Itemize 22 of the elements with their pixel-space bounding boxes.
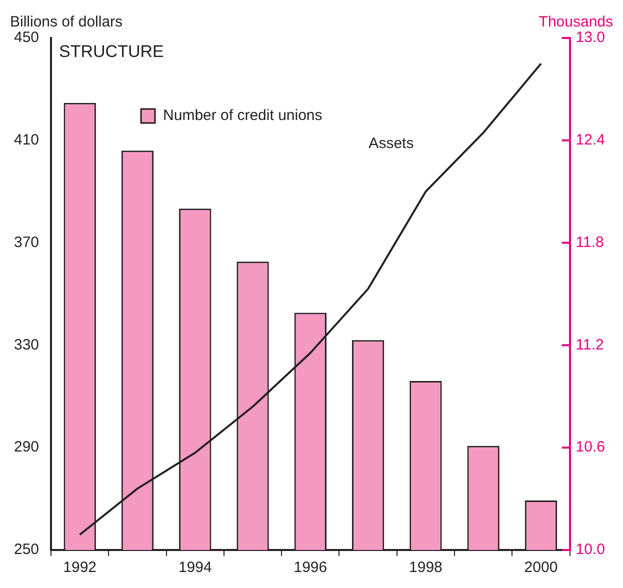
x-tick-label: 1994 [178,559,212,576]
legend-label: Number of credit unions [163,107,322,124]
y-tick-label: 450 [14,29,40,46]
y-tick-label: 370 [14,234,40,251]
y-tick-label: 410 [14,132,40,149]
y-tick-label: 330 [14,336,40,354]
x-tick-label: 1992 [63,559,97,576]
y2-tick-label: 10.6 [576,438,606,456]
y-tick-label: 250 [14,541,40,558]
y2-axis-title: Thousands [538,14,613,31]
chart-title: STRUCTURE [59,42,164,62]
y2-tick-label: 10.0 [576,541,606,558]
text: Assets [368,135,414,152]
x-tick-label: 2000 [524,559,558,576]
y2-tick-label: 13.0 [576,29,606,46]
y2-tick-label: 11.8 [576,234,604,251]
y-axis-title: Billions of dollars [10,14,123,31]
y2-tick-label: 11.2 [576,336,604,354]
x-tick-label: 1996 [294,559,328,576]
x-tick-label: 1998 [409,559,442,576]
y2-tick-label: 12.4 [576,132,606,149]
y-tick-label: 290 [14,438,40,456]
